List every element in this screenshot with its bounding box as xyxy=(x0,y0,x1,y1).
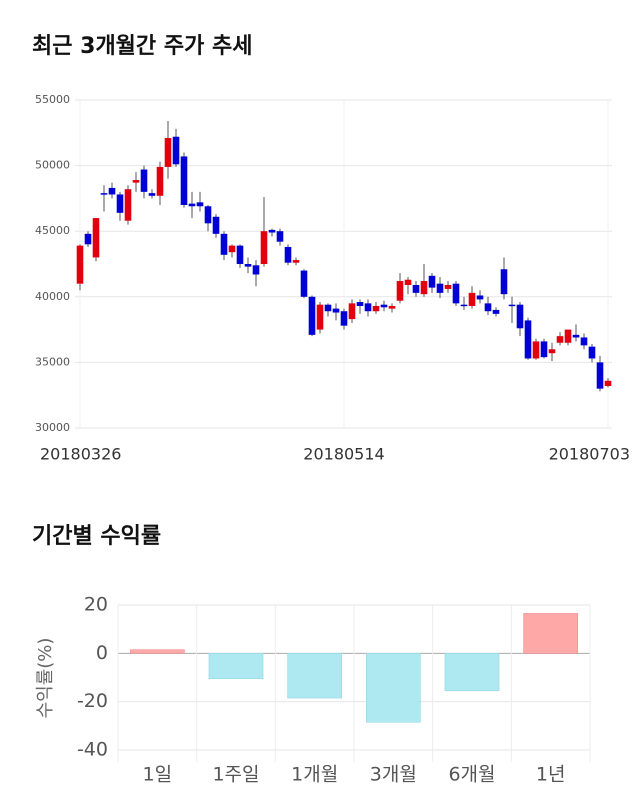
y-axis-label: 수익률(%) xyxy=(35,638,56,719)
candle-body xyxy=(548,349,556,354)
candle-body xyxy=(556,336,564,343)
candle-body xyxy=(196,202,204,207)
candle-body xyxy=(156,166,164,196)
candle-body xyxy=(204,206,212,224)
candle-body xyxy=(388,305,396,309)
candle-body xyxy=(292,260,300,263)
bar xyxy=(130,649,185,654)
y-tick-label: -20 xyxy=(77,690,108,712)
candle-body xyxy=(348,303,356,320)
y-tick-label: 50000 xyxy=(35,159,70,172)
candle-body xyxy=(260,231,268,264)
candle-body xyxy=(228,245,236,253)
candle-body xyxy=(268,229,276,233)
candle-body xyxy=(332,308,340,313)
y-tick-label: 45000 xyxy=(35,224,70,237)
candle-body xyxy=(564,329,572,343)
y-tick-label: 35000 xyxy=(35,355,70,368)
candle-body xyxy=(172,136,180,165)
bar xyxy=(523,613,578,654)
candle-body xyxy=(428,275,436,288)
candle-body xyxy=(188,203,196,207)
candle-body xyxy=(108,187,116,195)
x-tick-label: 1주일 xyxy=(212,764,259,786)
x-tick-label: 1개월 xyxy=(291,764,338,786)
candle-body xyxy=(124,189,132,221)
candle-body xyxy=(316,304,324,330)
candle-body xyxy=(452,283,460,304)
candle-body xyxy=(324,304,332,312)
candle-body xyxy=(404,279,412,285)
y-tick-label: 30000 xyxy=(35,421,70,434)
candle-body xyxy=(484,303,492,312)
candle-body xyxy=(372,305,380,312)
candle-body xyxy=(468,292,476,306)
candle-body xyxy=(100,193,108,195)
candle-body xyxy=(580,337,588,346)
candle-body xyxy=(588,346,596,359)
y-tick-label: 55000 xyxy=(35,93,70,106)
chart-title: 기간별 수익률 xyxy=(32,524,161,549)
y-tick-label: 40000 xyxy=(35,290,70,303)
candle-body xyxy=(604,380,612,387)
candle-body xyxy=(76,245,84,284)
x-tick-label: 20180703 xyxy=(549,445,630,464)
y-tick-label: 0 xyxy=(96,642,108,664)
chart-title: 최근 3개월간 주가 추세 xyxy=(32,34,252,59)
candle-body xyxy=(164,138,172,167)
x-tick-label: 1년 xyxy=(536,764,566,786)
candle-body xyxy=(252,265,260,275)
candle-body xyxy=(92,218,100,258)
candle-body xyxy=(436,283,444,293)
x-tick-label: 1일 xyxy=(143,764,173,786)
candle-body xyxy=(412,284,420,293)
candle-body xyxy=(84,233,92,245)
x-tick-label: 20180514 xyxy=(303,445,384,464)
candle-body xyxy=(284,246,292,263)
candle-body xyxy=(572,334,580,338)
candle-body xyxy=(180,156,188,205)
candle-body xyxy=(140,169,148,192)
candle-body xyxy=(380,304,388,308)
candle-body xyxy=(116,194,124,213)
x-tick-label: 6개월 xyxy=(448,764,495,786)
candle-body xyxy=(396,281,404,301)
candle-body xyxy=(524,320,532,359)
x-tick-label: 3개월 xyxy=(370,764,417,786)
candle-body xyxy=(220,233,228,255)
candle-body xyxy=(308,296,316,335)
candle-body xyxy=(516,304,524,329)
candle-body xyxy=(276,231,284,242)
candle-body xyxy=(236,245,244,264)
candle-body xyxy=(300,270,308,297)
candle-body xyxy=(460,304,468,307)
bar xyxy=(208,653,264,680)
candle-body xyxy=(340,311,348,326)
candle-body xyxy=(540,341,548,358)
candle-body xyxy=(492,309,500,314)
bar xyxy=(287,653,342,699)
candle-body xyxy=(532,341,540,359)
candle-body xyxy=(500,269,508,295)
candle-body xyxy=(420,281,428,295)
candle-body xyxy=(356,302,364,306)
bar xyxy=(444,653,500,692)
candle-body xyxy=(508,304,516,307)
candle-body xyxy=(132,180,140,183)
candle-body xyxy=(212,216,220,234)
y-tick-label: -40 xyxy=(77,739,108,761)
y-tick-label: 20 xyxy=(84,594,108,616)
candle-body xyxy=(444,284,452,289)
candle-body xyxy=(476,295,484,300)
candle-body xyxy=(148,193,156,196)
x-tick-label: 20180326 xyxy=(40,445,121,464)
bar xyxy=(366,653,421,723)
candle-body xyxy=(364,303,372,312)
candle-body xyxy=(596,362,604,389)
candle-body xyxy=(244,264,252,267)
